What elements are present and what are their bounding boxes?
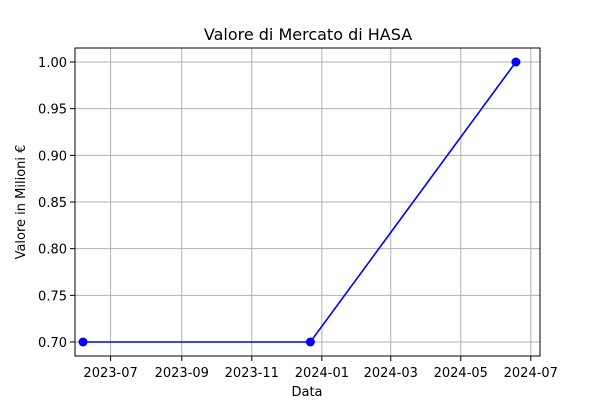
data-point (78, 337, 88, 347)
x-tick-label: 2024-03 (364, 366, 418, 381)
x-axis-title: Data (291, 385, 322, 400)
y-tick-label: 0.80 (38, 243, 67, 258)
grid (75, 48, 540, 356)
x-tick-label: 2024-05 (434, 366, 488, 381)
data-point (511, 57, 521, 67)
x-axis: 2023-07 2023-09 2023-11 2024-01 2024-03 2024-… (83, 356, 558, 381)
x-tick-label: 2023-09 (155, 366, 209, 381)
y-tick-label: 0.75 (38, 289, 67, 304)
y-tick-label: 0.95 (38, 103, 67, 118)
y-tick-label: 0.85 (38, 196, 67, 211)
x-tick-label: 2023-07 (83, 366, 137, 381)
y-tick-label: 0.90 (38, 149, 67, 164)
chart-title: Valore di Mercato di HASA (204, 25, 412, 44)
x-tick-label: 2024-07 (504, 366, 558, 381)
data-point (305, 337, 315, 347)
series-layer (78, 57, 521, 347)
y-axis-title: Valore in Milioni € (14, 145, 29, 260)
y-tick-label: 0.70 (38, 336, 67, 351)
y-tick-label: 1.00 (38, 56, 67, 71)
y-axis: 0.70 0.75 0.80 0.85 0.90 0.95 1.00 (38, 56, 75, 351)
x-tick-label: 2024-01 (295, 366, 349, 381)
x-tick-label: 2023-11 (225, 366, 279, 381)
